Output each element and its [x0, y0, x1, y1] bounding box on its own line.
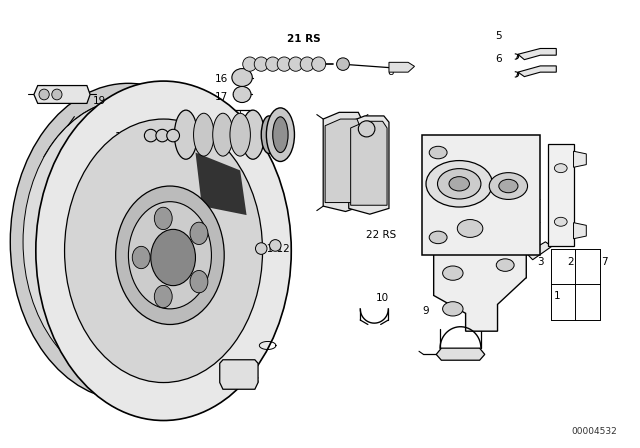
Ellipse shape [132, 246, 150, 269]
Circle shape [429, 231, 447, 244]
Ellipse shape [266, 108, 294, 161]
Ellipse shape [36, 81, 291, 421]
Ellipse shape [212, 113, 233, 156]
Text: 10: 10 [376, 293, 389, 303]
Ellipse shape [273, 117, 288, 152]
Ellipse shape [193, 113, 214, 156]
Ellipse shape [154, 285, 172, 308]
Text: 5: 5 [495, 31, 502, 41]
Circle shape [429, 146, 447, 159]
Ellipse shape [358, 121, 375, 137]
Ellipse shape [254, 57, 268, 71]
Text: 19: 19 [93, 96, 106, 106]
Ellipse shape [289, 57, 303, 71]
Text: 22 RS: 22 RS [365, 230, 396, 240]
Ellipse shape [129, 202, 211, 309]
Polygon shape [573, 151, 586, 167]
Polygon shape [436, 348, 484, 360]
Polygon shape [157, 188, 189, 224]
Ellipse shape [65, 119, 262, 383]
Ellipse shape [232, 69, 252, 86]
Ellipse shape [190, 222, 208, 245]
Polygon shape [389, 62, 415, 72]
Ellipse shape [458, 220, 483, 237]
Ellipse shape [241, 110, 264, 159]
Polygon shape [195, 152, 246, 215]
Ellipse shape [300, 57, 314, 71]
Ellipse shape [312, 57, 326, 71]
Text: 9: 9 [422, 306, 429, 316]
Circle shape [554, 217, 567, 226]
Polygon shape [323, 112, 362, 211]
Ellipse shape [255, 243, 267, 254]
Text: 00004532: 00004532 [572, 427, 617, 436]
Ellipse shape [438, 168, 481, 199]
Polygon shape [349, 116, 389, 214]
Text: 17: 17 [214, 92, 228, 102]
Ellipse shape [426, 160, 492, 207]
Text: 7: 7 [601, 257, 607, 267]
Text: 2: 2 [568, 257, 574, 267]
Polygon shape [518, 48, 556, 60]
Text: 21 RS: 21 RS [287, 34, 321, 43]
Ellipse shape [489, 172, 527, 199]
Ellipse shape [39, 89, 49, 100]
Text: 8: 8 [387, 67, 394, 77]
Ellipse shape [269, 240, 281, 251]
Ellipse shape [10, 83, 246, 401]
Polygon shape [325, 119, 360, 202]
Ellipse shape [167, 129, 179, 142]
Circle shape [443, 266, 463, 280]
Text: 1: 1 [554, 291, 561, 302]
Polygon shape [434, 253, 526, 331]
Ellipse shape [230, 113, 250, 156]
Text: 15 14 13: 15 14 13 [115, 132, 161, 142]
Polygon shape [526, 242, 552, 260]
Ellipse shape [116, 186, 224, 324]
Polygon shape [573, 223, 586, 239]
Text: 6: 6 [495, 54, 502, 64]
Polygon shape [220, 360, 258, 389]
Ellipse shape [243, 57, 257, 71]
Circle shape [554, 164, 567, 172]
Ellipse shape [449, 177, 469, 191]
Polygon shape [422, 135, 540, 255]
Text: 16: 16 [214, 74, 228, 84]
Ellipse shape [499, 179, 518, 193]
Polygon shape [34, 86, 90, 103]
Text: 3: 3 [537, 257, 543, 267]
Circle shape [496, 259, 514, 271]
Ellipse shape [151, 229, 195, 286]
Polygon shape [351, 121, 387, 205]
Ellipse shape [277, 57, 291, 71]
Ellipse shape [145, 129, 157, 142]
Ellipse shape [190, 271, 208, 293]
Ellipse shape [154, 207, 172, 229]
Text: 18: 18 [246, 376, 260, 386]
Circle shape [443, 302, 463, 316]
Ellipse shape [266, 57, 280, 71]
Polygon shape [518, 66, 556, 77]
Ellipse shape [174, 110, 197, 159]
Ellipse shape [52, 89, 62, 100]
Ellipse shape [156, 129, 169, 142]
Polygon shape [548, 144, 573, 246]
Ellipse shape [23, 100, 234, 384]
Text: 20 DS: 20 DS [250, 132, 281, 142]
Ellipse shape [233, 86, 251, 103]
Ellipse shape [337, 58, 349, 70]
Ellipse shape [261, 116, 276, 153]
Text: 4: 4 [358, 123, 365, 133]
Text: 11 12: 11 12 [260, 244, 290, 254]
